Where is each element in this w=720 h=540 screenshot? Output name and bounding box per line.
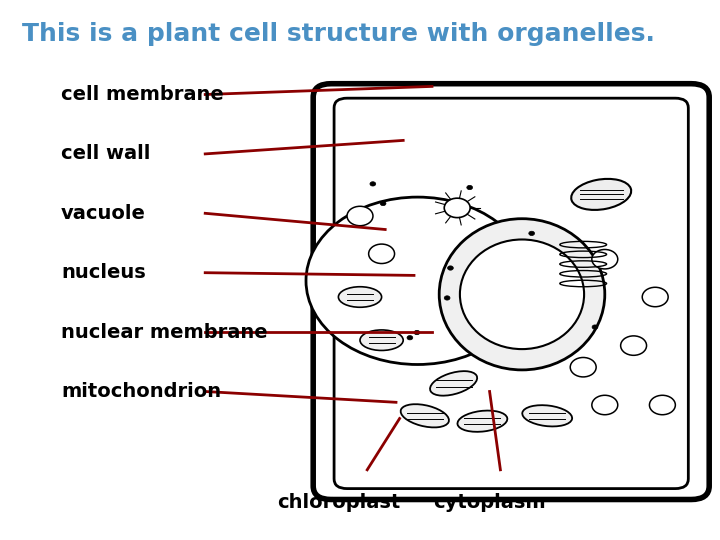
FancyBboxPatch shape <box>313 84 709 500</box>
Text: cell membrane: cell membrane <box>61 85 224 104</box>
Circle shape <box>592 249 618 269</box>
Text: cell wall: cell wall <box>61 144 150 164</box>
Circle shape <box>347 206 373 226</box>
Circle shape <box>444 296 450 300</box>
Text: This is a plant cell structure with organelles.: This is a plant cell structure with orga… <box>22 22 654 45</box>
Circle shape <box>407 335 413 340</box>
Circle shape <box>306 197 529 364</box>
Circle shape <box>370 182 376 186</box>
Text: nucleus: nucleus <box>61 263 146 282</box>
Text: mitochondrion: mitochondrion <box>61 382 221 401</box>
Ellipse shape <box>430 371 477 396</box>
Circle shape <box>414 330 420 335</box>
Text: chloroplast: chloroplast <box>276 492 400 512</box>
Circle shape <box>592 325 598 329</box>
Circle shape <box>444 198 470 218</box>
Circle shape <box>528 231 534 235</box>
Circle shape <box>380 201 386 206</box>
Ellipse shape <box>338 287 382 307</box>
Circle shape <box>592 395 618 415</box>
Circle shape <box>448 266 454 270</box>
Circle shape <box>369 244 395 264</box>
Ellipse shape <box>360 330 403 350</box>
Text: cytoplasm: cytoplasm <box>433 492 546 512</box>
Ellipse shape <box>460 240 584 349</box>
Ellipse shape <box>457 410 508 432</box>
Ellipse shape <box>522 405 572 427</box>
Text: vacuole: vacuole <box>61 204 146 223</box>
Ellipse shape <box>400 404 449 427</box>
Ellipse shape <box>439 219 605 370</box>
Circle shape <box>621 336 647 355</box>
Ellipse shape <box>571 179 631 210</box>
Circle shape <box>649 395 675 415</box>
Circle shape <box>570 357 596 377</box>
Circle shape <box>467 185 472 190</box>
Circle shape <box>642 287 668 307</box>
Text: nuclear membrane: nuclear membrane <box>61 322 268 342</box>
